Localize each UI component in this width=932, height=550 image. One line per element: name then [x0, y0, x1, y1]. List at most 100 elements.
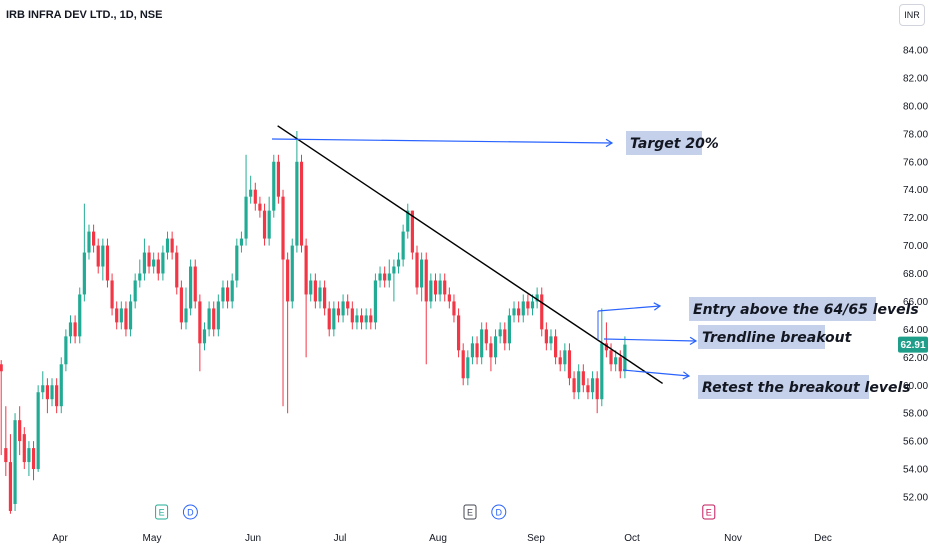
candle: [8, 434, 13, 514]
candle-body: [50, 385, 54, 400]
candle-body: [346, 301, 350, 309]
candle-body: [327, 308, 331, 330]
candle: [281, 189, 285, 407]
candle: [133, 273, 137, 309]
event-label: E: [706, 508, 712, 518]
candle-body: [101, 245, 105, 267]
breakout-arrow[interactable]: [603, 336, 698, 346]
candle: [31, 441, 36, 481]
candle: [544, 322, 548, 351]
candle-body: [332, 308, 336, 330]
candle-body: [530, 301, 535, 309]
earnings-marker[interactable]: E: [155, 504, 169, 520]
candle-body: [165, 238, 170, 253]
y-axis: 52.00 54.00 56.00 58.00 60.00 62.00 64.00 66.00…: [903, 46, 928, 504]
candle: [420, 252, 424, 302]
candle: [4, 406, 8, 477]
candle-body: [480, 329, 484, 358]
annotation-entry[interactable]: Entry above the 64/65 levels: [689, 297, 919, 321]
candle: [396, 252, 401, 274]
candle-body: [27, 448, 31, 463]
x-tick-label: Aug: [429, 533, 447, 544]
candle: [110, 273, 114, 316]
candle-body: [92, 231, 96, 246]
candle-body: [378, 273, 382, 281]
earnings-marker[interactable]: E: [463, 504, 477, 520]
y-tick-label: 70.00: [903, 241, 928, 252]
target-arrow[interactable]: [271, 138, 614, 148]
candle-body: [119, 308, 123, 323]
candle: [406, 203, 410, 239]
candle: [456, 308, 461, 358]
entry-arrow[interactable]: [597, 302, 662, 312]
candle: [387, 259, 391, 288]
candle: [517, 301, 521, 323]
candle-body: [239, 238, 244, 246]
candle-body: [225, 287, 230, 302]
trendline-segment[interactable]: [277, 125, 664, 385]
candle-body: [401, 231, 405, 260]
annotation-text: Trendline breakout: [702, 330, 853, 346]
candle-body: [489, 343, 493, 358]
candle: [78, 287, 82, 344]
candle-body: [212, 308, 216, 330]
annotation-target[interactable]: Target 20%: [626, 131, 719, 155]
candle-body: [554, 336, 558, 358]
y-tick-label: 58.00: [903, 409, 928, 420]
candles: [0, 131, 627, 514]
candle-body: [484, 329, 488, 344]
candle: [498, 322, 502, 344]
candle-body: [281, 196, 285, 260]
candle: [18, 406, 22, 456]
candle: [447, 287, 451, 309]
candle: [45, 378, 49, 414]
y-tick-label: 74.00: [903, 185, 928, 196]
annotations[interactable]: Target 20% Entry above the 64/65 levels Tr…: [271, 131, 919, 399]
candle: [581, 364, 585, 393]
y-tick-label: 60.00: [903, 381, 928, 392]
candle: [359, 308, 364, 330]
candle-body: [336, 308, 341, 316]
annotation-retest[interactable]: Retest the breakout levels: [698, 375, 911, 399]
candle: [558, 350, 562, 372]
candle: [323, 280, 327, 316]
candle-body: [433, 280, 438, 295]
candle: [258, 196, 262, 218]
candle-body: [493, 336, 498, 358]
currency-selector[interactable]: INR: [899, 4, 925, 26]
candle: [105, 238, 110, 288]
candle-body: [406, 210, 410, 232]
candle: [50, 378, 54, 407]
candle-body: [461, 350, 465, 379]
dividend-marker[interactable]: D: [491, 504, 507, 520]
candle: [350, 301, 354, 330]
candle-body: [526, 301, 530, 309]
earnings-marker[interactable]: E: [702, 504, 716, 520]
last-price-value: 62.91: [900, 340, 925, 351]
retest-arrow[interactable]: [622, 369, 691, 380]
candle-body: [567, 350, 572, 379]
annotation-breakout[interactable]: Trendline breakout: [698, 325, 853, 349]
candle-body: [364, 315, 368, 323]
y-tick-label: 54.00: [903, 465, 928, 476]
candle-body: [170, 238, 174, 253]
event-label: E: [159, 508, 165, 518]
candle: [55, 378, 59, 414]
trendline[interactable]: [277, 125, 664, 385]
candle-body: [161, 252, 165, 274]
x-tick-label: Jun: [245, 533, 261, 544]
candle: [156, 252, 160, 281]
candle-body: [193, 266, 197, 302]
candle: [41, 371, 45, 400]
candle-body: [286, 259, 290, 302]
dividend-marker[interactable]: D: [182, 504, 198, 520]
candle: [461, 343, 465, 386]
candle-body: [429, 280, 433, 302]
candle: [590, 371, 595, 400]
candle-body: [540, 294, 544, 330]
y-tick-label: 64.00: [903, 325, 928, 336]
candle-body: [410, 210, 414, 253]
candle: [443, 273, 447, 302]
